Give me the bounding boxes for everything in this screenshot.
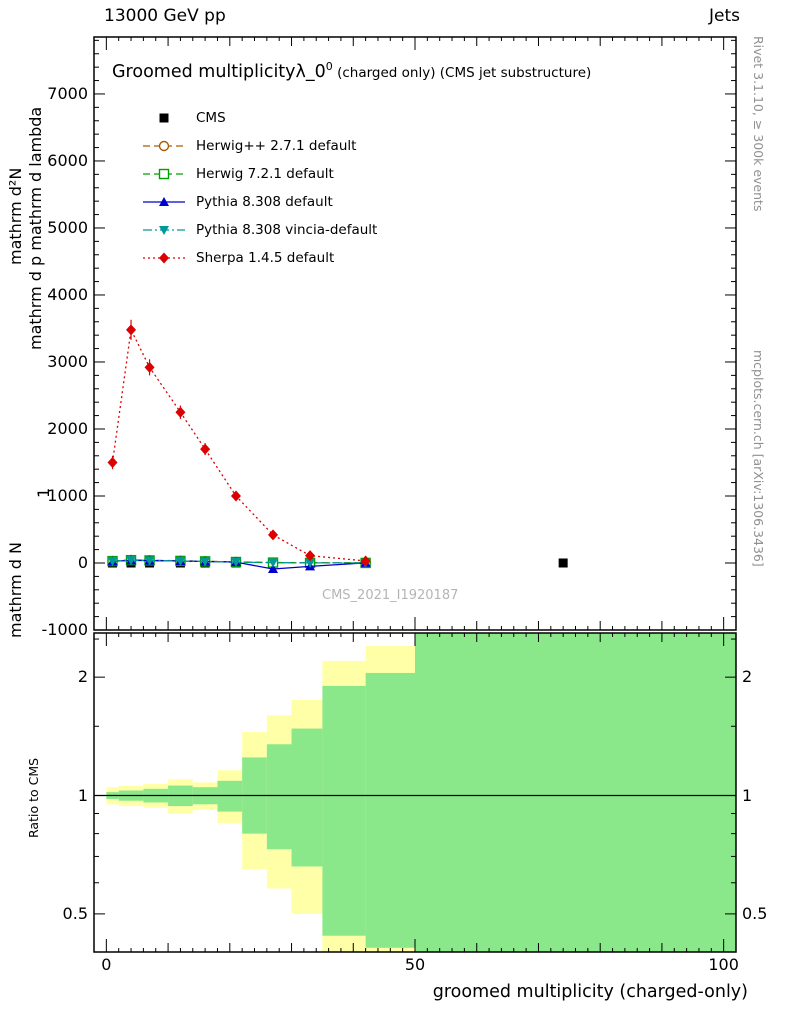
ratio-tick-label-left: 0.5	[62, 903, 88, 923]
ratio-tick-label-right: 2	[742, 667, 753, 687]
series-sherpa-1-4-5-default	[107, 319, 371, 567]
green-band-step	[415, 633, 736, 952]
legend-item: CMS	[142, 104, 377, 132]
legend-marker-sample	[143, 168, 185, 180]
legend-item: Pythia 8.308 vincia-default	[142, 216, 377, 244]
ratio-uncertainty-bands	[106, 633, 736, 952]
green-band-step	[266, 744, 292, 850]
green-band-step	[322, 685, 366, 936]
series-pythia-8-308-vincia-default	[107, 556, 371, 568]
y-tick-label: 2000	[47, 418, 88, 438]
watermark-label: CMS_2021_I1920187	[322, 588, 459, 603]
beam-energy-label: 13000 GeV pp	[104, 6, 226, 26]
ratio-y-axis-label: Ratio to CMS	[26, 757, 41, 838]
legend-label: CMS	[196, 110, 226, 126]
legend-item: Herwig++ 2.7.1 default	[142, 132, 377, 160]
legend-marker-sample	[143, 197, 185, 206]
legend-marker-sample	[143, 252, 185, 264]
green-band-step	[365, 672, 415, 948]
y-tick-label: 1000	[47, 485, 88, 505]
legend-marker-sample	[159, 113, 169, 123]
y-tick-label: 4000	[47, 284, 88, 304]
legend-item: Herwig 7.2.1 default	[142, 160, 377, 188]
green-band-step	[291, 728, 323, 867]
y-tick-label: 5000	[47, 217, 88, 237]
analysis-type-label: Jets	[709, 6, 740, 26]
plot-title-superscript: 0	[325, 60, 333, 73]
y-tick-label: 7000	[47, 83, 88, 103]
green-band-step	[217, 780, 243, 812]
legend-item: Sherpa 1.4.5 default	[142, 244, 377, 272]
legend-marker-sample	[143, 226, 185, 235]
x-tick-label: 100	[708, 955, 739, 974]
ratio-tick-label-left: 1	[77, 785, 88, 805]
mcplots-reference-note: mcplots.cern.ch [arXiv:1306.3436]	[751, 350, 766, 567]
plot-title-detail: (charged only) (CMS jet substructure)	[332, 64, 592, 81]
y-axis-title-line-1: mathrm d²N	[6, 167, 25, 265]
y-axis-title-line-4: mathrm d N	[6, 542, 25, 638]
legend-marker-sample	[143, 140, 185, 152]
y-tick-label: -1000	[41, 620, 89, 639]
ratio-tick-label-left: 2	[77, 667, 88, 687]
legend-label: Sherpa 1.4.5 default	[196, 250, 335, 266]
legend-label: Pythia 8.308 default	[196, 194, 333, 210]
y-tick-label: 0	[77, 552, 88, 572]
x-axis-title: groomed multiplicity (charged-only)	[432, 982, 748, 1002]
plot-title-main: Groomed multiplicityλ_00	[112, 60, 333, 82]
ratio-tick-label-right: 0.5	[742, 903, 768, 923]
y-tick-label: 6000	[47, 150, 88, 170]
legend-item: Pythia 8.308 default	[142, 188, 377, 216]
rivet-version-note: Rivet 3.1.10, ≥ 300k events	[751, 36, 766, 212]
legend: CMS Herwig++ 2.7.1 default Herwig 7.2.1 de…	[142, 104, 377, 272]
plot-title: Groomed multiplicityλ_00 (charged only) …	[112, 60, 591, 82]
x-tick-label: 50	[404, 955, 426, 974]
x-tick-label: 0	[101, 955, 112, 974]
legend-label: Herwig 7.2.1 default	[196, 166, 334, 182]
axis-ticks	[94, 37, 736, 952]
y-tick-label: 3000	[47, 351, 88, 371]
legend-label: Herwig++ 2.7.1 default	[196, 138, 357, 154]
legend-label: Pythia 8.308 vincia-default	[196, 222, 378, 238]
ratio-tick-label-right: 1	[742, 785, 753, 805]
